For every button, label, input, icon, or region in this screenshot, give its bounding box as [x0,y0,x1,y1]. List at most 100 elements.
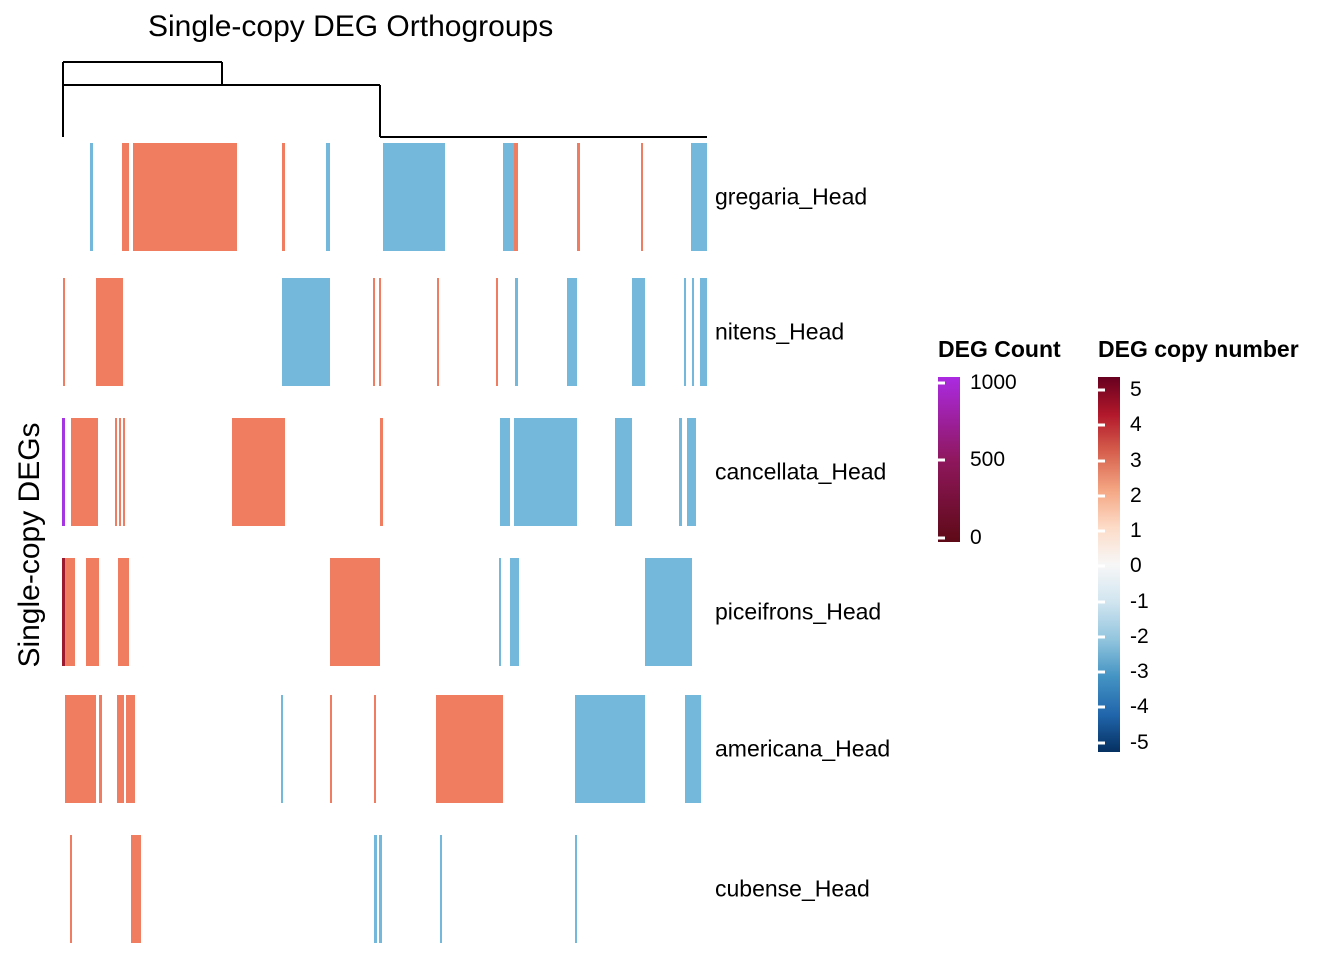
heatmap-cell-neg [282,278,330,386]
legend-tick-label: 5 [1130,378,1142,402]
heatmap-cell-pos [117,695,124,803]
legend-tick-mark [1098,600,1105,604]
heatmap-cell-pos [496,278,498,386]
legend-copy-number-title: DEG copy number [1098,336,1299,362]
legend-tick-mark [938,458,945,462]
legend-copy-number: DEG copy number 5 4 3 2 1 0 -1 -2 -3 -4 -5 [1098,336,1299,754]
legend-tick-mark [938,536,945,540]
legend-tick-mark [1098,494,1105,498]
heatmap-cell-neg [510,558,519,666]
legend-tick-label: 500 [970,448,1006,472]
legend-copy-number-body: 5 4 3 2 1 0 -1 -2 -3 -4 -5 [1098,377,1299,754]
heatmap-cell-neg [503,143,514,251]
y-axis-label: Single-copy DEGs [13,422,46,668]
heatmap-cell-pos [86,558,99,666]
heatmap-cell-pos [330,695,332,803]
heatmap-cell-pos [99,695,102,803]
heatmap-cell-neg [632,278,645,386]
legend-tick-label: 4 [1130,413,1142,437]
legend-deg-count: DEG Count 1000 500 0 [938,336,1061,549]
heatmap-row-nitens_Head [62,278,707,386]
legend-tick-mark [1098,705,1105,709]
heatmap-row-gregaria_Head [62,143,707,251]
heatmap-row-piceifrons_Head [62,558,707,666]
heatmap-cell-pos [436,695,503,803]
legend-tick-label: -3 [1130,660,1149,684]
row-label-cancellata_Head: cancellata_Head [715,458,887,485]
legend-tick-label: 0 [1130,554,1142,578]
heatmap-cell-neg [326,143,330,251]
heatmap-cell-neg [499,558,501,666]
heatmap-cell-pos [374,695,376,803]
heatmap-cell-pos [577,143,580,251]
row-label-americana_Head: americana_Head [715,735,891,762]
heatmap-cell-pos [64,695,96,803]
heatmap-rows [62,143,707,948]
heatmap-cell-pos [118,558,129,666]
heatmap-row-cancellata_Head [62,418,707,526]
heatmap-cell-neg [379,835,382,943]
row-label-piceifrons_Head: piceifrons_Head [715,598,882,625]
heatmap-cell-pos [437,278,439,386]
legend-tick-label: -4 [1130,695,1149,719]
heatmap-cell-pos [131,835,141,943]
legend-tick-mark [1098,529,1105,533]
legend-tick-label: 1000 [970,370,1017,394]
legend-tick-mark [1098,564,1105,568]
legend-tick-label: 2 [1130,483,1142,507]
heatmap-cell-pos [62,278,65,386]
heatmap-cell-pos [379,278,381,386]
heatmap-cell-neg [615,418,632,526]
legend-tick-mark [938,381,945,385]
heatmap-cell-darkred [62,558,65,666]
legend-tick-label: 0 [970,525,982,549]
heatmap-cell-neg [691,143,707,251]
heatmap-cell-neg [575,695,645,803]
heatmap-cell-neg [575,835,577,943]
heatmap-cell-pos [330,558,380,666]
heatmap-cell-neg [567,278,577,386]
heatmap-cell-neg [90,143,93,251]
heatmap-cell-neg [514,418,577,526]
heatmap-cell-pos [641,143,643,251]
heatmap-cell-pos [69,835,72,943]
legend-tick-label: -1 [1130,589,1149,613]
heatmap-cell-pos [123,418,125,526]
heatmap-cell-pos [514,143,518,251]
legend-tick-mark [1098,635,1105,639]
heatmap-cell-pos [282,143,285,251]
heatmap-cell-pos [132,143,237,251]
legend-deg-count-colorbar [938,377,960,542]
heatmap-cell-pos [119,418,121,526]
heatmap-cell-pos [380,418,383,526]
legend-tick-mark [1098,423,1105,427]
heatmap-cell-neg [515,278,518,386]
heatmap-cell-neg [687,418,696,526]
heatmap-cell-pos [64,558,75,666]
legend-tick-label: 3 [1130,448,1142,472]
row-label-cubense_Head: cubense_Head [715,875,870,902]
legend-tick-mark [1098,670,1105,674]
heatmap-cell-neg [645,558,692,666]
heatmap-cell-neg [374,835,377,943]
heatmap-cell-pos [372,278,375,386]
row-label-nitens_Head: nitens_Head [715,318,845,345]
heatmap-cell-pos [70,418,98,526]
legend-tick-mark [1098,741,1105,745]
heatmap-cell-neg [679,418,682,526]
heatmap-cell-pos [96,278,123,386]
legend-tick-label: 1 [1130,519,1142,543]
heatmap-cell-neg [700,278,707,386]
chart-title: Single-copy DEG Orthogroups [148,10,554,43]
heatmap-row-cubense_Head [62,835,707,943]
heatmap-cell-pos [115,418,117,526]
heatmap-cell-neg [281,695,283,803]
legend-tick-mark [1098,388,1105,392]
legend-copy-number-colorbar [1098,377,1120,752]
legend-tick-label: -2 [1130,624,1149,648]
row-label-gregaria_Head: gregaria_Head [715,183,868,210]
heatmap-cell-neg [440,835,442,943]
heatmap-cell-pos [232,418,285,526]
